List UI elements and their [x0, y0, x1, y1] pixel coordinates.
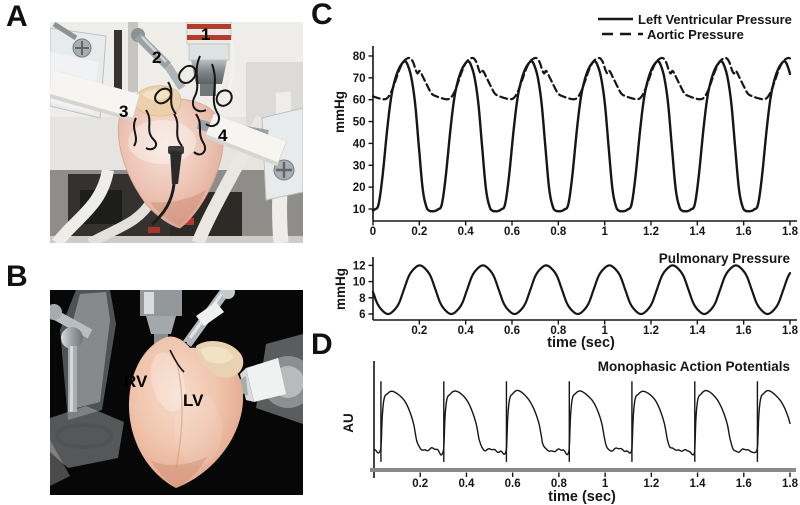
- x-tick-label: 1.4: [689, 325, 706, 337]
- y-tick-label: 10: [353, 204, 366, 216]
- x-tick-label: 1.2: [643, 226, 659, 238]
- heart: [128, 336, 244, 488]
- acrylic-stand-left: [50, 290, 124, 486]
- panel-d-label: D: [311, 328, 333, 361]
- x-tick-label: 1.4: [690, 478, 707, 490]
- chart-map-svg: 0.2 0.4 0.6 0.8 1 1.2 1.4 1.6 1.8 AU Monophasic Ac…: [341, 359, 799, 505]
- y-axis-label: mmHg: [333, 268, 348, 310]
- x-tick-label: 1.6: [736, 478, 752, 490]
- venous-cannula-sleeve: [196, 113, 287, 167]
- y-axis-label: mmHg: [332, 91, 347, 133]
- panel-b-photo: [50, 290, 303, 495]
- top-cannula: [140, 290, 182, 355]
- chart-lv-aortic: 0 0.2 0.4 0.6 0.8 1 1.2 1.4 1.6 1.8 10 20 30 40 50 60 70…: [315, 0, 800, 245]
- pulmonary-pressure-curve: [371, 264, 792, 316]
- y-tick-label: 8: [359, 293, 366, 305]
- chart-pulmonary: 0.2 0.4 0.6 0.8 1 1.2 1.4 1.6 1.8 6 8 10 12 mmHg Pulmo…: [315, 245, 800, 357]
- x-tick-label: 1.2: [643, 478, 659, 490]
- y-tick-label: 80: [353, 51, 366, 63]
- chart-map: 0.2 0.4 0.6 0.8 1 1.2 1.4 1.6 1.8 AU Monophasic Ac…: [315, 357, 800, 505]
- acrylic-stand-right: [228, 334, 303, 424]
- legend-label: Left Ventricular Pressure: [638, 12, 792, 27]
- rig-marker-2: 2: [152, 48, 162, 67]
- x-tick-label: 0.6: [504, 226, 520, 238]
- y-tick-label: 60: [353, 95, 366, 107]
- heart-photo-illustration: [50, 290, 303, 495]
- chart-lv-aortic-svg: 0 0.2 0.4 0.6 0.8 1 1.2 1.4 1.6 1.8 10 20 30 40 50 60 70…: [332, 12, 799, 238]
- y-tick-label: 30: [353, 160, 366, 172]
- x-tick-label: 1.8: [782, 226, 799, 238]
- x-tick-label: 1.8: [782, 478, 799, 490]
- panel-c-label: C: [311, 0, 333, 31]
- y-tick-label: 6: [359, 309, 365, 321]
- chart-title: Monophasic Action Potentials: [598, 359, 790, 374]
- x-axis-label: time (sec): [548, 489, 616, 505]
- x-tick-label: 0.2: [411, 226, 427, 238]
- y-tick-label: 40: [353, 138, 366, 150]
- rig-marker-3: 3: [119, 102, 129, 121]
- x-tick-label: 1: [602, 478, 609, 490]
- heart-marker-lv: LV: [183, 391, 204, 410]
- aortic-pressure-curve: [371, 56, 792, 101]
- x-tick-label: 1.6: [736, 226, 752, 238]
- y-axis-label: AU: [341, 413, 356, 433]
- legend-label: Aortic Pressure: [647, 27, 744, 42]
- suture-wires: [133, 55, 233, 156]
- panel-a-label: A: [6, 0, 28, 33]
- x-tick-label: 0.6: [504, 325, 520, 337]
- x-tick-label: 0.8: [551, 478, 568, 490]
- map-electrode: [151, 146, 184, 226]
- chart-pulmonary-svg: 0.2 0.4 0.6 0.8 1 1.2 1.4 1.6 1.8 6 8 10 12 mmHg Pulmo…: [333, 251, 799, 351]
- monophasic-action-potential-curve: [373, 389, 791, 456]
- y-tick-label: 70: [353, 73, 366, 85]
- angled-catheter: [173, 290, 235, 389]
- aortic-cannula-column: [186, 22, 235, 101]
- x-tick-label: 0.4: [458, 478, 475, 490]
- x-tick-label: 1.8: [782, 325, 799, 337]
- x-tick-label: 0.8: [550, 226, 567, 238]
- panel-a-photo: [50, 22, 303, 243]
- x-tick-label: 0.6: [505, 478, 521, 490]
- x-tick-label: 0.8: [550, 325, 567, 337]
- y-tick-label: 20: [353, 182, 366, 194]
- heart-marker-rv: RV: [124, 372, 148, 391]
- x-tick-label: 1.4: [689, 226, 706, 238]
- left-ventricular-pressure-curve: [371, 59, 792, 213]
- x-axis-label: time (sec): [547, 335, 615, 351]
- pulmonary-cannula-sleeve: [50, 70, 140, 122]
- metal-cannula-angled: [131, 28, 186, 91]
- x-tick-label: 0.4: [458, 226, 475, 238]
- x-tick-label: 1: [601, 325, 608, 337]
- x-tick-label: 0.2: [411, 325, 427, 337]
- rig-marker-4: 4: [218, 126, 228, 145]
- y-tick-label: 10: [353, 277, 366, 289]
- x-tick-label: 0.2: [412, 478, 428, 490]
- x-tick-label: 1.6: [736, 325, 752, 337]
- x-tick-label: 0.4: [458, 325, 475, 337]
- x-tick-label: 1: [601, 226, 608, 238]
- rig-photo-illustration: [50, 22, 303, 243]
- y-tick-label: 50: [353, 117, 366, 129]
- rig-marker-1: 1: [201, 25, 211, 44]
- chart-title: Pulmonary Pressure: [659, 251, 791, 266]
- x-tick-label: 0: [370, 226, 376, 238]
- x-tick-label: 1.2: [643, 325, 659, 337]
- panel-b-label: B: [6, 260, 28, 293]
- y-tick-label: 12: [353, 260, 366, 272]
